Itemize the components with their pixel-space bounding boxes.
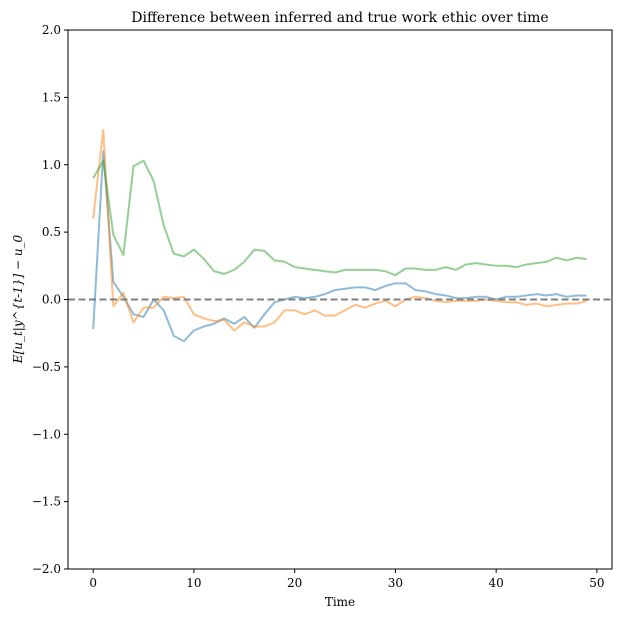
y-tick-label: 0.5	[42, 225, 61, 239]
x-tick-label: 0	[89, 576, 97, 590]
x-axis-label: Time	[325, 595, 355, 609]
y-tick-label: 2.0	[42, 23, 61, 37]
x-tick-label: 10	[186, 576, 201, 590]
plot-content	[68, 128, 612, 343]
x-tick-label: 30	[388, 576, 403, 590]
x-axis-ticks: 0 10 20 30 40 50	[89, 569, 605, 590]
x-tick-label: 20	[287, 576, 302, 590]
y-tick-label: −0.5	[32, 360, 61, 374]
y-tick-label: 1.5	[42, 90, 61, 104]
chart-title: Difference between inferred and true wor…	[131, 10, 548, 26]
x-tick-label: 40	[489, 576, 504, 590]
series-line-2	[92, 128, 588, 332]
y-tick-label: −1.5	[32, 495, 61, 509]
y-tick-label: 1.0	[42, 158, 61, 172]
series-line-1	[92, 150, 587, 343]
x-tick-label: 50	[589, 576, 604, 590]
y-tick-label: −1.0	[32, 427, 61, 441]
y-tick-label: 0.0	[42, 293, 61, 307]
y-tick-label: −2.0	[32, 562, 61, 576]
series-line-3	[92, 159, 587, 277]
y-axis-ticks: −2.0 −1.5 −1.0 −0.5 0.0 0.5 1.0 1.5 2.0	[32, 23, 68, 576]
y-axis-label: E[u_t|y^{t-1}] − u_0	[11, 234, 25, 364]
